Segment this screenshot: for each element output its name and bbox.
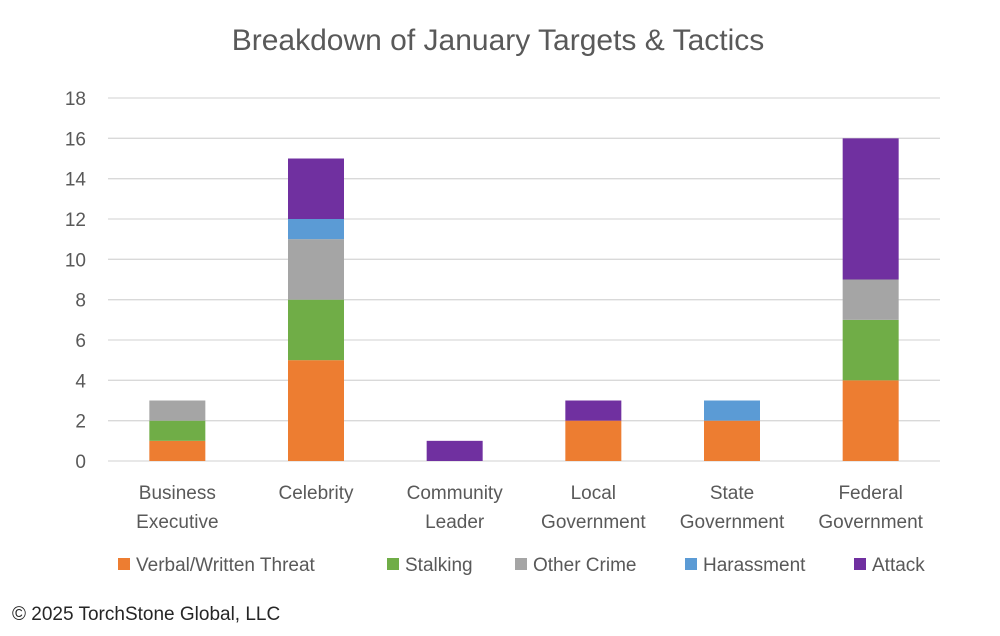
x-category-label: Local: [571, 483, 616, 504]
x-category-label: Government: [818, 512, 923, 533]
y-tick-label: 4: [75, 371, 86, 392]
bar-segment: [149, 400, 206, 421]
y-tick-label: 6: [75, 331, 86, 352]
x-category-label: State: [710, 483, 754, 504]
x-category-label: Community: [407, 483, 504, 504]
x-category-label: Government: [680, 512, 785, 533]
legend: Verbal/Written Threat Stalking Other Crime…: [118, 555, 925, 576]
bar-segment: [842, 279, 899, 320]
bar-segment: [842, 319, 899, 381]
bar-segment: [149, 440, 206, 461]
bar-segment: [704, 420, 760, 461]
legend-swatch: [118, 558, 130, 570]
legend-item: Harassment: [685, 555, 806, 576]
bar-segment: [565, 420, 622, 461]
legend-item: Other Crime: [515, 555, 636, 576]
y-tick-label: 0: [75, 452, 86, 473]
bar-segment: [288, 239, 344, 300]
x-category-label: Leader: [425, 512, 485, 533]
x-category-label: Federal: [838, 483, 902, 504]
y-tick-label: 16: [65, 129, 86, 150]
x-category-label: Business: [139, 483, 216, 504]
bar-segment: [842, 380, 899, 461]
x-category-label: Celebrity: [279, 483, 354, 504]
bar-segment: [704, 400, 760, 421]
legend-swatch: [387, 558, 399, 570]
bar-segment: [288, 219, 344, 240]
bar-segment: [426, 440, 483, 461]
legend-label: Other Crime: [533, 555, 636, 576]
bars: [149, 138, 899, 461]
bar-segment: [842, 138, 899, 280]
x-axis-labels: Business Executive Celebrity Community Leade…: [136, 483, 924, 533]
legend-label: Harassment: [703, 555, 806, 576]
legend-swatch: [515, 558, 527, 570]
y-axis-ticks: 0 2 4 6 8 10 12 14 16 18: [65, 89, 87, 473]
legend-swatch: [685, 558, 697, 570]
chart-title: Breakdown of January Targets & Tactics: [232, 24, 765, 57]
y-tick-label: 8: [75, 291, 86, 312]
legend-label: Attack: [872, 555, 925, 576]
gridlines: [108, 97, 940, 462]
bar-segment: [288, 299, 344, 361]
bar-segment: [288, 158, 344, 219]
x-category-label: Executive: [136, 512, 218, 533]
bar-segment: [288, 360, 344, 461]
y-tick-label: 12: [65, 210, 86, 231]
legend-item: Stalking: [387, 555, 473, 576]
y-tick-label: 18: [65, 89, 86, 110]
legend-swatch: [854, 558, 866, 570]
copyright-notice: © 2025 TorchStone Global, LLC: [12, 604, 281, 625]
legend-item: Verbal/Written Threat: [118, 555, 316, 576]
bar-segment: [149, 420, 206, 441]
y-tick-label: 2: [75, 412, 86, 433]
legend-label: Stalking: [405, 555, 473, 576]
bar-segment: [565, 400, 622, 421]
legend-label: Verbal/Written Threat: [136, 555, 316, 576]
x-category-label: Government: [541, 512, 646, 533]
y-tick-label: 10: [65, 250, 86, 271]
legend-item: Attack: [854, 555, 925, 576]
y-tick-label: 14: [65, 170, 87, 191]
